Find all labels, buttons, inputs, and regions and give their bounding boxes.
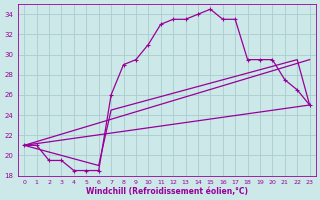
X-axis label: Windchill (Refroidissement éolien,°C): Windchill (Refroidissement éolien,°C) [86, 187, 248, 196]
